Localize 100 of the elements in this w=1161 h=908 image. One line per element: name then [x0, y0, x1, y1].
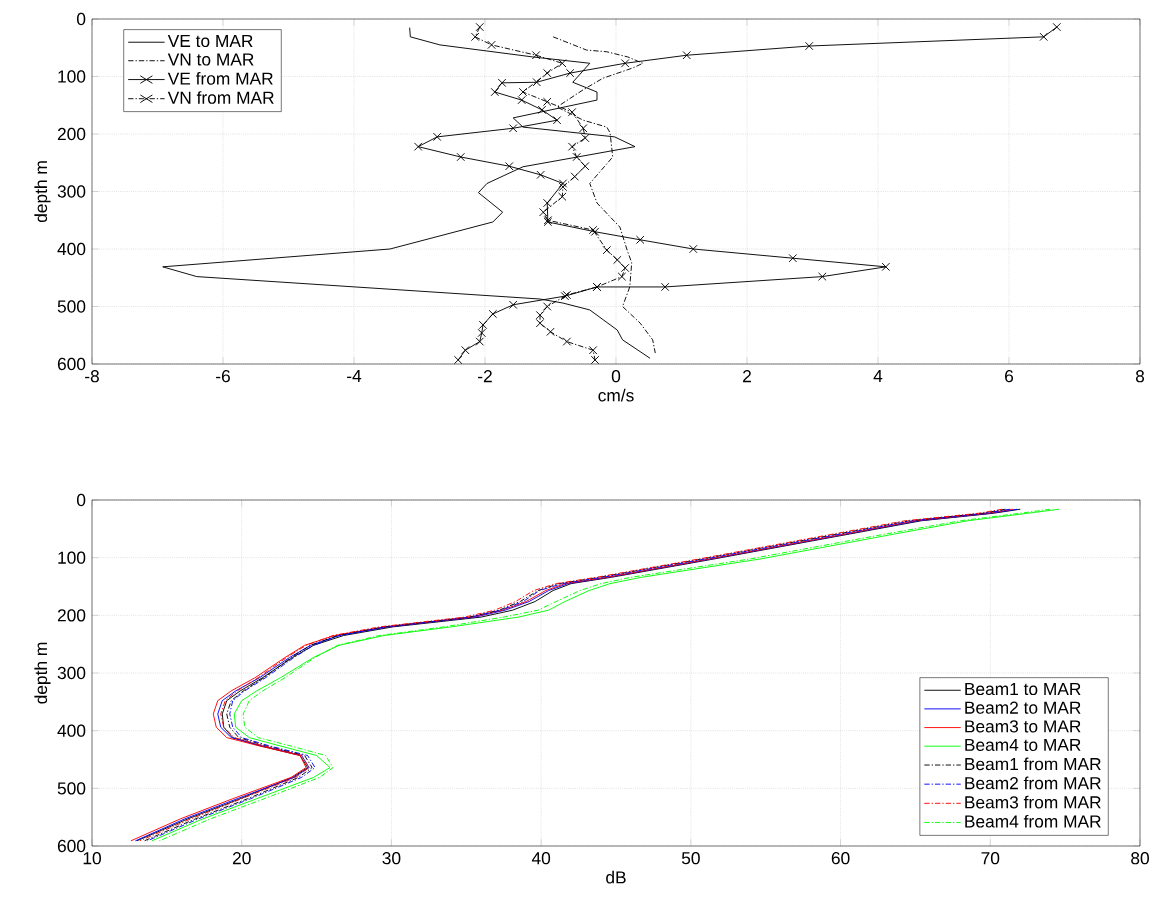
x-tick-label: 40 — [531, 852, 551, 865]
legend-label: Beam1 from MAR — [965, 757, 1101, 771]
point — [682, 50, 691, 60]
point — [478, 320, 488, 330]
point — [562, 337, 572, 346]
x-tick-label: 50 — [681, 852, 700, 865]
legend-label: VN to MAR — [167, 53, 254, 66]
x-tick-label: 4 — [873, 370, 883, 382]
point — [558, 192, 567, 201]
point — [537, 105, 547, 115]
legend-label: Beam4 from MAR — [965, 814, 1101, 828]
x-tick-label: 8 — [1135, 370, 1145, 383]
point — [475, 22, 484, 32]
legend-label: VN from MAR — [167, 91, 274, 104]
x-tick-label: 6 — [1005, 370, 1014, 383]
y-tick-label: 600 — [57, 839, 86, 853]
legend-label: Beam2 from MAR — [965, 776, 1101, 790]
x-tick-label: 20 — [232, 852, 251, 865]
point — [579, 124, 588, 133]
point — [546, 327, 555, 337]
y-tick-label: 0 — [76, 493, 86, 507]
point — [536, 170, 545, 180]
point — [542, 198, 552, 208]
point — [590, 355, 600, 365]
legend-label: Beam4 to MAR — [965, 738, 1081, 752]
point — [518, 87, 528, 97]
point — [453, 355, 463, 365]
x-tick-label: 60 — [831, 852, 850, 865]
point — [1052, 22, 1062, 32]
point — [475, 337, 484, 346]
x-tick-label: -2 — [478, 370, 492, 383]
point — [461, 345, 470, 355]
point — [567, 142, 577, 151]
x-axis-title: dB — [606, 870, 626, 884]
point — [532, 78, 541, 87]
y-tick-label: 200 — [57, 609, 86, 622]
point — [572, 152, 581, 162]
y-tick-label: 400 — [57, 242, 86, 256]
legend-label: Beam3 from MAR — [965, 795, 1101, 809]
point — [470, 32, 480, 42]
point — [613, 255, 622, 265]
y-axis-title: depth m — [34, 642, 51, 704]
legend-label: VE to MAR — [167, 34, 253, 48]
legend-label: VE from MAR — [167, 72, 273, 85]
point — [558, 182, 568, 192]
point — [617, 272, 627, 281]
point — [508, 124, 518, 133]
y-axis-title: depth m — [34, 161, 51, 223]
x-tick-label: 0 — [611, 370, 621, 383]
point — [535, 318, 545, 328]
x-tick-label: -4 — [347, 370, 362, 382]
point — [567, 107, 577, 117]
point — [620, 263, 630, 273]
point — [570, 172, 579, 181]
point — [539, 207, 548, 217]
point — [504, 161, 514, 171]
x-tick-label: 70 — [981, 852, 1000, 865]
point — [588, 345, 598, 355]
point — [542, 302, 552, 311]
point — [788, 253, 798, 263]
x-tick-label: -8 — [85, 370, 99, 383]
point — [881, 262, 891, 272]
y-tick-label: 0 — [76, 12, 86, 26]
point — [580, 161, 590, 171]
point — [477, 328, 486, 338]
point — [804, 41, 814, 51]
point — [602, 245, 612, 255]
legend-label: Beam3 to MAR — [965, 720, 1081, 733]
legend-label: Beam2 to MAR — [965, 701, 1081, 714]
y-tick-label: 100 — [58, 551, 86, 564]
point — [689, 244, 698, 254]
point — [432, 132, 442, 142]
x-tick-label: 10 — [83, 852, 101, 865]
x-axis-title: cm/s — [598, 388, 634, 402]
point — [580, 133, 590, 143]
point — [497, 78, 507, 88]
y-tick-label: 300 — [57, 666, 86, 680]
y-tick-label: 200 — [57, 127, 86, 141]
point — [565, 68, 575, 78]
point — [531, 50, 541, 60]
point — [488, 309, 498, 319]
point — [660, 282, 670, 292]
y-tick-label: 400 — [57, 724, 86, 737]
x-tick-label: 80 — [1131, 852, 1149, 865]
point — [635, 235, 645, 245]
x-tick-label: -6 — [216, 370, 230, 383]
point — [487, 40, 496, 50]
x-tick-label: 2 — [743, 370, 751, 383]
y-tick-label: 300 — [57, 185, 86, 198]
y-tick-label: 100 — [58, 70, 86, 83]
point — [620, 59, 630, 68]
x-tick-label: 30 — [382, 852, 401, 865]
point — [517, 95, 526, 105]
point — [552, 115, 562, 125]
point — [542, 97, 552, 107]
point — [456, 152, 465, 162]
point — [1039, 32, 1048, 42]
y-tick-label: 600 — [57, 357, 86, 371]
point — [558, 179, 568, 188]
point — [818, 272, 827, 281]
